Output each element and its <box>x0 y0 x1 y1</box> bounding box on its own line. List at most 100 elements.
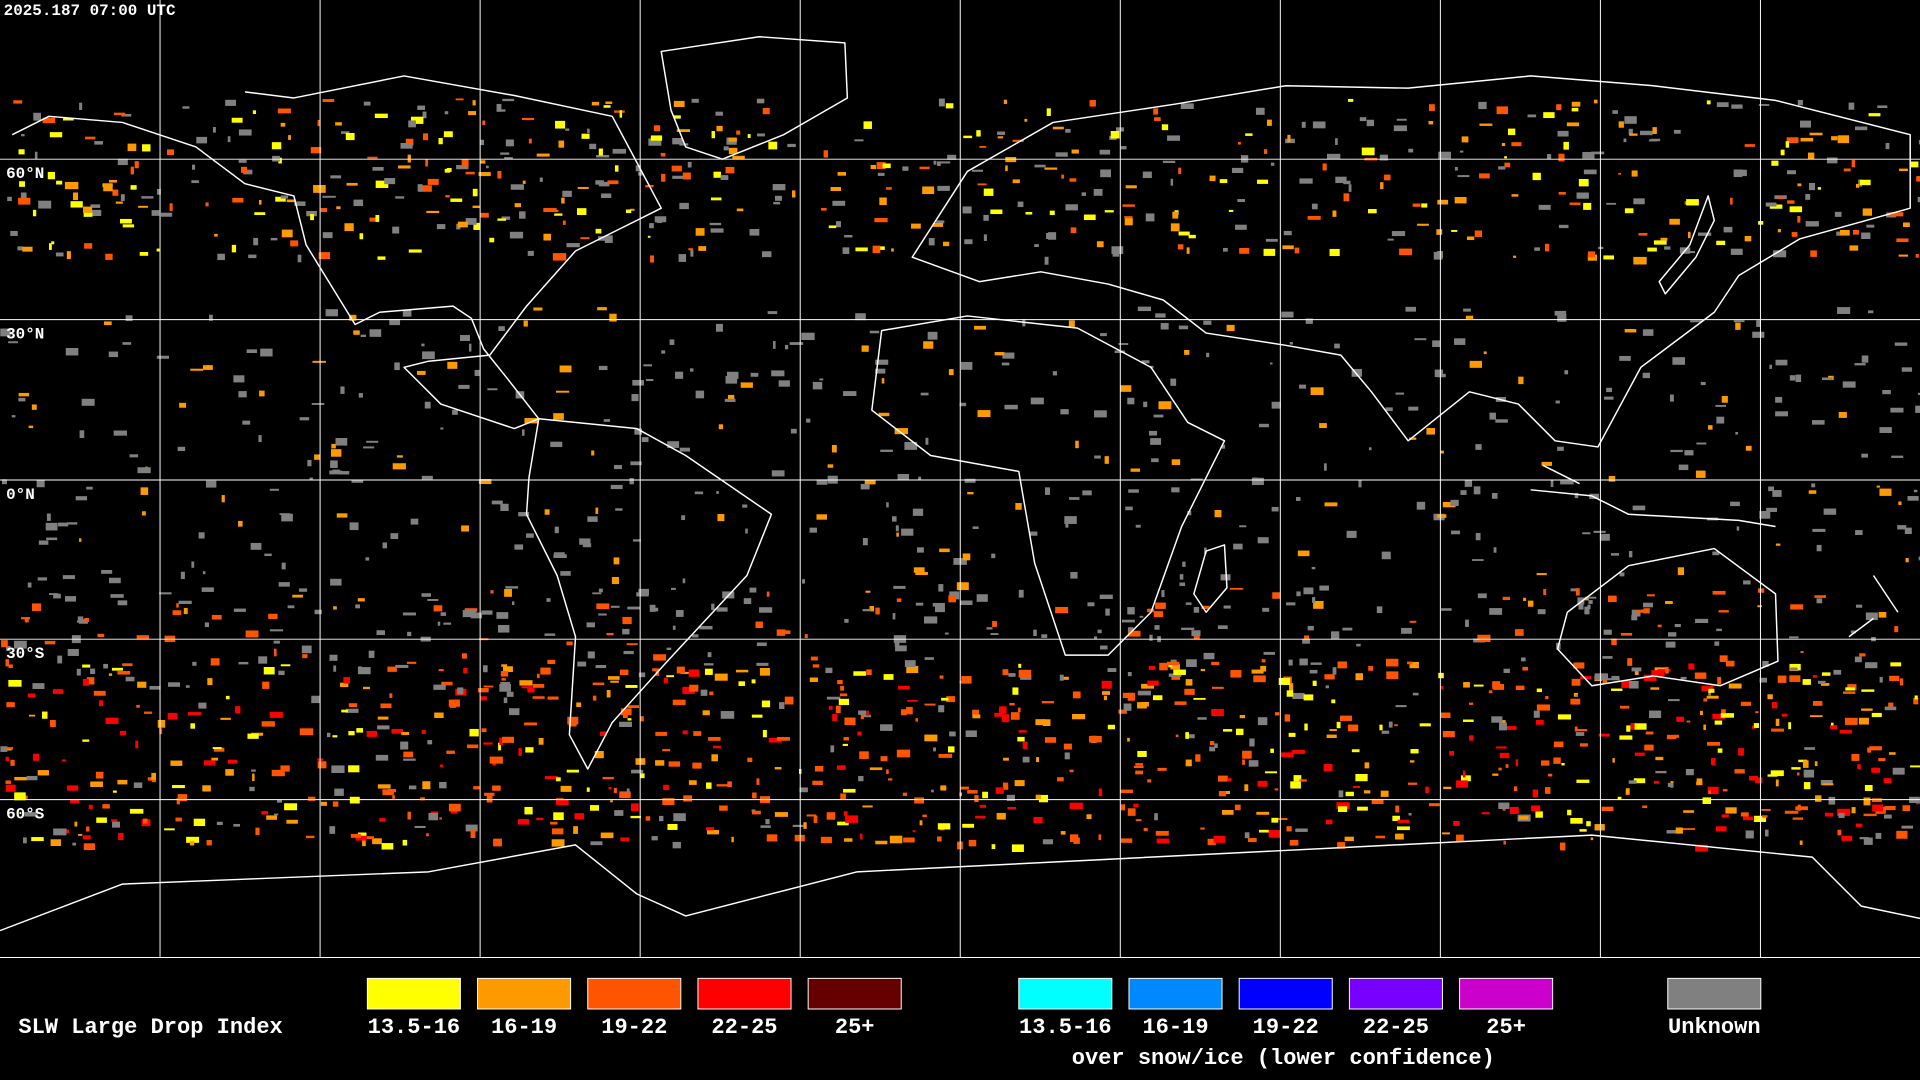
cloud-patch <box>478 172 491 177</box>
cloud-patch <box>302 654 308 659</box>
cloud-patch <box>894 428 908 435</box>
cloud-patch <box>566 243 580 248</box>
cloud-patch <box>1213 835 1226 843</box>
cloud-patch <box>945 103 954 109</box>
cloud-patch <box>832 714 838 721</box>
cloud-patch <box>948 369 954 376</box>
cloud-patch <box>1619 355 1631 361</box>
cloud-patch <box>559 365 572 373</box>
cloud-patch <box>1195 754 1201 762</box>
cloud-patch <box>430 811 438 815</box>
cloud-patch <box>615 508 623 511</box>
cloud-patch <box>614 810 624 816</box>
cloud-patch <box>1101 680 1112 689</box>
cloud-patch <box>55 252 64 257</box>
cloud-patch <box>892 516 897 522</box>
cloud-patch <box>1041 701 1055 704</box>
cloud-patch <box>603 105 611 108</box>
cloud-patch <box>270 237 278 241</box>
cloud-patch <box>34 151 38 160</box>
cloud-patch <box>523 320 528 327</box>
cloud-patch <box>1063 743 1072 750</box>
cloud-patch <box>1462 770 1466 778</box>
cloud-patch <box>1570 588 1579 592</box>
cloud-patch <box>134 161 139 169</box>
cloud-patch <box>1601 806 1614 812</box>
cloud-patch <box>299 728 314 736</box>
cloud-patch <box>447 361 458 369</box>
cloud-patch <box>1161 124 1169 131</box>
cloud-patch <box>1379 154 1388 161</box>
cloud-patch <box>93 690 106 696</box>
cloud-patch <box>1682 828 1696 830</box>
cloud-patch <box>258 435 262 443</box>
cloud-patch <box>755 621 763 629</box>
cloud-patch <box>433 605 443 612</box>
cloud-patch <box>942 241 950 247</box>
cloud-patch <box>474 369 480 377</box>
cloud-patch <box>783 630 791 635</box>
cloud-patch <box>1877 105 1888 108</box>
cloud-patch <box>246 349 258 354</box>
cloud-patch <box>18 392 30 397</box>
cloud-patch <box>1159 662 1168 671</box>
cloud-patch <box>1812 675 1818 678</box>
cloud-patch <box>1708 790 1711 794</box>
cloud-patch <box>1743 580 1751 585</box>
cloud-patch <box>691 98 699 103</box>
cloud-patch <box>444 168 451 173</box>
cloud-patch <box>1104 456 1109 464</box>
cloud-patch <box>1150 438 1162 445</box>
cloud-patch <box>90 668 96 675</box>
cloud-patch <box>156 188 161 195</box>
cloud-patch <box>1620 632 1633 636</box>
cloud-patch <box>1917 196 1920 203</box>
cloud-patch <box>1648 139 1658 142</box>
cloud-patch <box>1397 826 1410 831</box>
cloud-patch <box>1643 608 1650 614</box>
cloud-patch <box>1642 329 1654 336</box>
cloud-patch <box>1897 525 1907 530</box>
cloud-patch <box>1534 247 1540 251</box>
cloud-patch <box>1502 596 1511 600</box>
cloud-patch <box>802 579 805 584</box>
cloud-patch <box>886 187 892 190</box>
cloud-patch <box>278 157 282 164</box>
cloud-patch <box>326 732 331 738</box>
cloud-patch <box>938 753 953 758</box>
cloud-patch <box>1396 118 1407 121</box>
cloud-patch <box>1884 814 1892 819</box>
cloud-patch <box>49 132 63 138</box>
cloud-patch <box>76 620 82 623</box>
cloud-patch <box>948 746 955 753</box>
cloud-patch <box>1207 838 1216 846</box>
cloud-patch <box>457 221 468 228</box>
cloud-patch <box>1167 661 1180 666</box>
cloud-patch <box>273 640 280 644</box>
cloud-patch <box>86 826 90 832</box>
cloud-patch <box>752 792 757 799</box>
cloud-patch <box>956 582 969 591</box>
cloud-patch <box>1155 602 1166 609</box>
cloud-patch <box>750 372 759 377</box>
cloud-patch <box>1574 492 1579 499</box>
cloud-patch <box>1841 835 1853 841</box>
cloud-patch <box>1156 838 1170 844</box>
cloud-patch <box>264 553 272 557</box>
cloud-patch <box>1230 670 1242 678</box>
cloud-patch <box>1184 688 1195 695</box>
cloud-patch <box>1219 179 1228 184</box>
cloud-patch <box>1802 679 1811 685</box>
cloud-patch <box>1442 731 1455 738</box>
cloud-patch <box>1414 338 1427 341</box>
cloud-patch <box>349 796 360 804</box>
cloud-patch <box>5 659 10 667</box>
cloud-patch <box>377 784 391 789</box>
cloud-patch <box>375 215 380 222</box>
cloud-patch <box>1655 770 1667 774</box>
cloud-patch <box>1257 717 1268 726</box>
cloud-patch <box>1695 618 1709 624</box>
cloud-patch <box>1376 606 1383 614</box>
cloud-patch <box>130 185 137 190</box>
cloud-patch <box>543 208 557 212</box>
